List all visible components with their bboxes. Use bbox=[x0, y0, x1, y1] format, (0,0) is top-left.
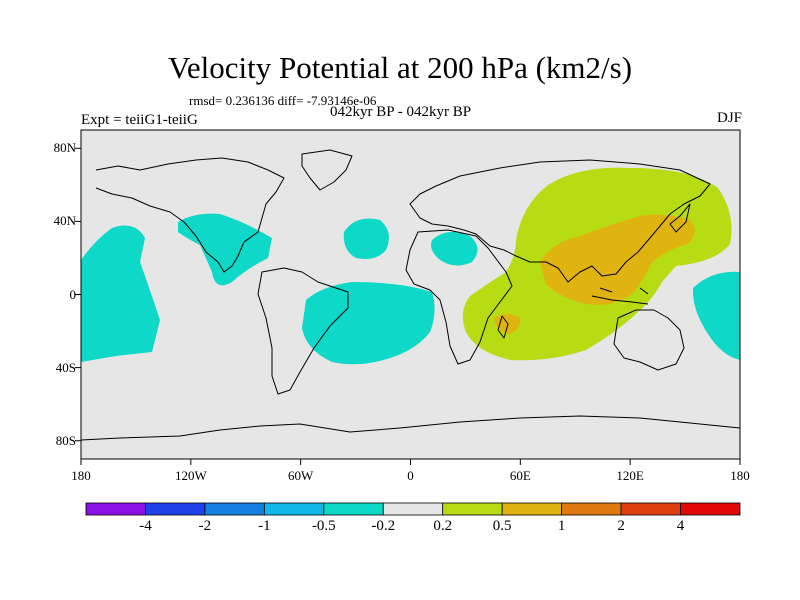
colorbar-label: -1 bbox=[258, 518, 271, 534]
colorbar-label: -4 bbox=[139, 518, 152, 534]
coastline-australia bbox=[613, 309, 685, 371]
colorbar-label: 4 bbox=[676, 518, 685, 534]
coastline-greenland bbox=[301, 149, 353, 191]
colorbar-swatch bbox=[561, 502, 622, 516]
tick-marks bbox=[75, 147, 741, 465]
colorbar-label: -0.2 bbox=[371, 518, 396, 534]
coastline-antarctica bbox=[81, 415, 740, 441]
x-tick-label: 120W bbox=[174, 468, 207, 483]
season-label: DJF bbox=[716, 110, 742, 126]
x-tick-label: 180 bbox=[71, 468, 91, 483]
coastline-japan bbox=[669, 203, 691, 233]
coastline-indonesia bbox=[591, 287, 649, 305]
colorbar-label: 1 bbox=[557, 518, 566, 534]
y-tick-label: 80N bbox=[53, 140, 76, 156]
colorbar-label: -0.5 bbox=[311, 518, 336, 534]
fill-region-south-china bbox=[540, 214, 695, 305]
colorbar-swatch bbox=[680, 502, 741, 516]
coastline-north-america bbox=[95, 157, 285, 273]
colorbar-swatch bbox=[501, 502, 563, 516]
coastline-south-america bbox=[257, 267, 349, 395]
fill-region-central-pacific bbox=[81, 225, 160, 362]
colorbar-swatch bbox=[382, 502, 444, 516]
fill-region-dateline bbox=[692, 271, 740, 360]
colorbar-label: 0.2 bbox=[433, 518, 453, 534]
stats-text: rmsd= 0.236136 diff= -7.93146e-06 bbox=[189, 93, 377, 108]
coastline-madagascar bbox=[497, 315, 509, 339]
experiment-label: Expt = teiiG1-teiiG bbox=[81, 112, 198, 128]
colorbar bbox=[85, 502, 741, 516]
y-tick-label: 80S bbox=[55, 432, 76, 448]
colorbar-label: 0.5 bbox=[492, 518, 512, 534]
y-tick-label: 40N bbox=[53, 213, 76, 229]
y-tick-label: 40S bbox=[55, 359, 76, 375]
y-tick-label: 0 bbox=[69, 286, 77, 302]
coastline-africa bbox=[405, 229, 513, 365]
period-label: 042kyr BP - 042kyr BP bbox=[330, 104, 472, 120]
colorbar-swatch bbox=[145, 502, 206, 516]
colorbar-swatch bbox=[323, 502, 384, 516]
x-tick-label: 0 bbox=[407, 468, 414, 483]
page-title: Velocity Potential at 200 hPa (km2/s) bbox=[167, 50, 633, 85]
coastlines bbox=[81, 149, 740, 441]
x-tick-label: 180 bbox=[730, 468, 750, 483]
colorbar-swatch bbox=[442, 502, 503, 516]
colorbar-swatch bbox=[85, 502, 146, 516]
colorbar-swatch bbox=[263, 502, 325, 516]
x-tick-label: 60E bbox=[509, 468, 531, 483]
colorbar-swatch bbox=[620, 502, 681, 516]
fill-region-north-atlantic bbox=[343, 218, 389, 259]
x-tick-label: 60W bbox=[288, 468, 314, 483]
x-tick-label: 120E bbox=[616, 468, 644, 483]
coastline-eurasia bbox=[409, 159, 711, 283]
fill-region-north-africa bbox=[431, 231, 478, 266]
colorbar-label: 2 bbox=[617, 518, 625, 534]
fill-region-south-america bbox=[302, 282, 435, 365]
fill-region-madagascar bbox=[494, 314, 521, 334]
contour-fills bbox=[81, 149, 740, 441]
colorbar-swatch bbox=[204, 502, 265, 516]
fill-region-mexico-caribbean bbox=[178, 213, 272, 286]
colorbar-label: -2 bbox=[198, 518, 212, 534]
